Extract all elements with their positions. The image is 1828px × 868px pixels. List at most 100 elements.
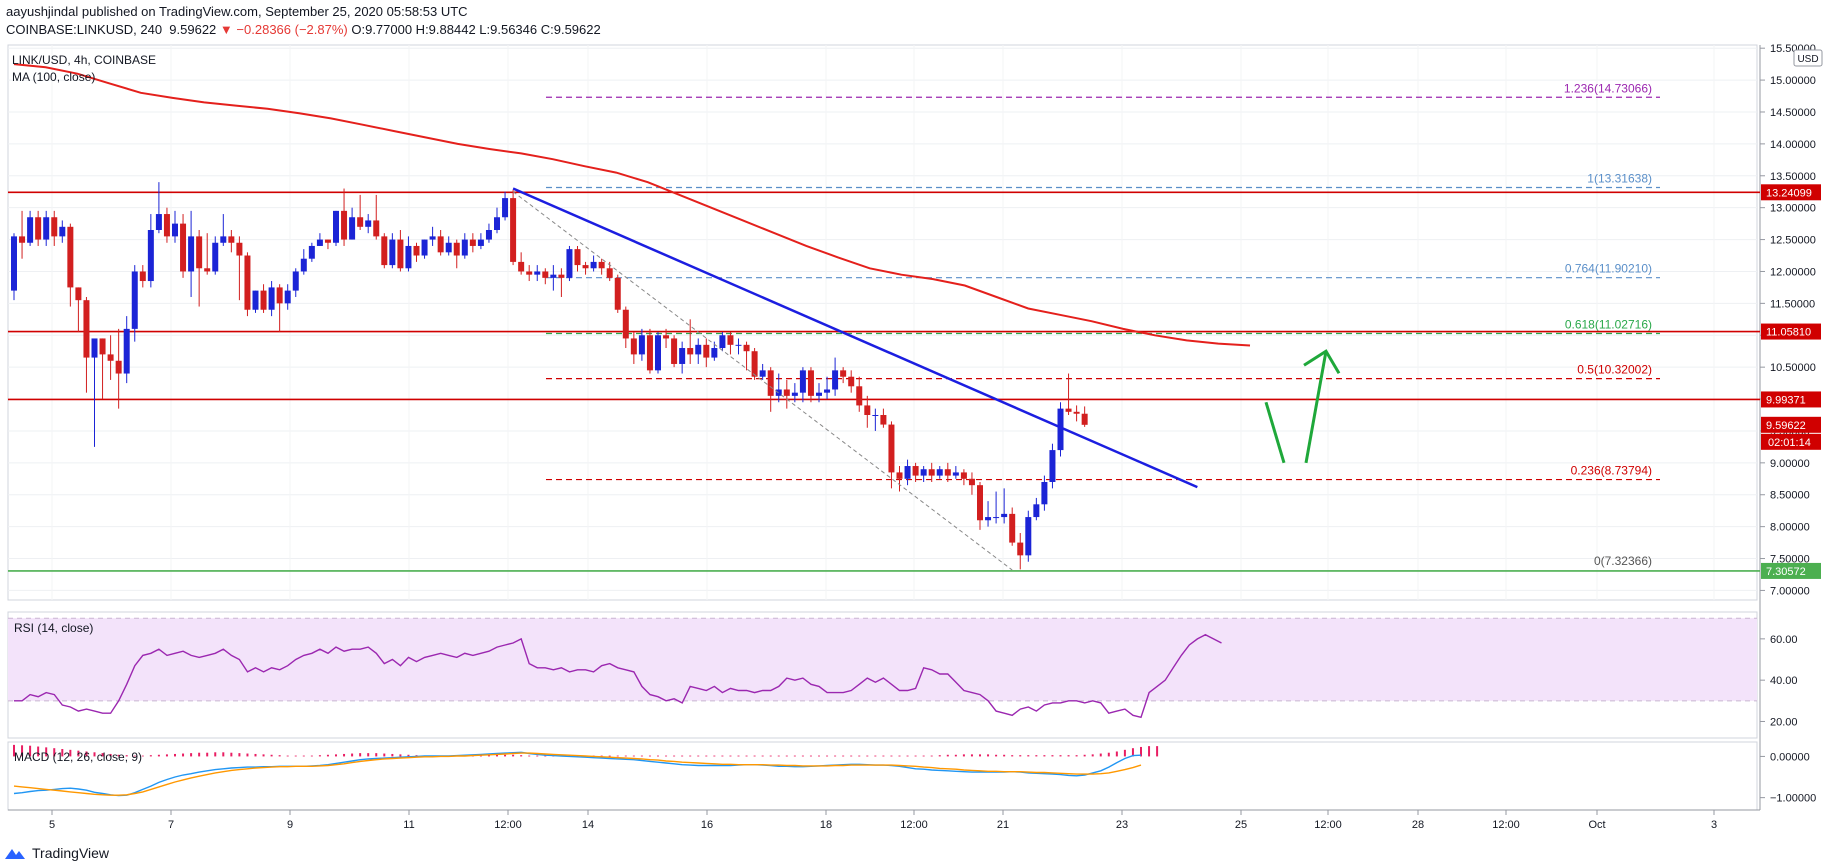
bearish-candle xyxy=(469,239,476,246)
bearish-trendline xyxy=(512,187,1198,489)
macd-line xyxy=(13,751,1142,797)
bearish-candle xyxy=(896,472,903,479)
price-tick-label: 13.00000 xyxy=(1770,203,1816,215)
price-tick-label: 10.50000 xyxy=(1770,362,1816,374)
bearish-candle xyxy=(783,389,790,396)
bearish-candle xyxy=(413,245,420,256)
time-tick-label: 12:00 xyxy=(1314,819,1342,831)
macd-tick-label: −1.00000 xyxy=(1770,793,1816,805)
bullish-candle xyxy=(985,517,992,521)
bullish-candle xyxy=(268,287,275,310)
bearish-candle xyxy=(1065,408,1072,412)
channel-dashed-line xyxy=(512,191,1013,571)
last-price-badge xyxy=(1761,416,1821,433)
bullish-candle xyxy=(172,223,178,237)
bearish-candle xyxy=(357,217,364,227)
bullish-candle xyxy=(832,370,839,390)
rsi-tick-label: 20.00 xyxy=(1770,716,1798,728)
bearish-candle xyxy=(968,478,975,486)
bearish-candle xyxy=(1081,413,1088,425)
bearish-candle xyxy=(373,220,380,237)
bearish-candle xyxy=(944,469,951,476)
bearish-candle xyxy=(727,335,734,345)
level-price-label: 13.24099 xyxy=(1766,187,1812,199)
bullish-candle xyxy=(405,245,412,269)
bullish-candle xyxy=(494,217,500,230)
grid-layer: 7.000007.500008.000008.500009.000009.500… xyxy=(7,43,1823,831)
bearish-candle xyxy=(381,236,388,266)
bullish-candle xyxy=(429,236,436,240)
bearish-candle xyxy=(574,249,581,266)
level-price-label: 9.99371 xyxy=(1766,394,1806,406)
bullish-candle xyxy=(333,210,339,243)
symbol-name: COINBASE:LINKUSD, 240 xyxy=(6,22,163,37)
bullish-candle xyxy=(11,236,17,291)
level-price-badge xyxy=(1761,391,1821,408)
bearish-candle xyxy=(614,277,621,310)
fib-level-label: 0.764(11.90210) xyxy=(1565,262,1652,276)
bullish-candle xyxy=(1025,517,1032,556)
time-tick-label: 23 xyxy=(1116,819,1128,831)
bearish-candle xyxy=(622,309,629,339)
bearish-candle xyxy=(848,376,855,387)
time-tick-label: 12:00 xyxy=(1492,819,1520,831)
bearish-candle xyxy=(630,338,637,355)
time-tick-label: 12:00 xyxy=(494,819,522,831)
bullish-candle xyxy=(993,517,1000,519)
time-tick-label: 5 xyxy=(49,819,55,831)
bullish-candle xyxy=(365,220,372,227)
countdown-badge xyxy=(1761,433,1821,450)
bearish-candle xyxy=(864,405,871,415)
publisher-line: aayushjindal published on TradingView.co… xyxy=(6,4,468,19)
trading-chart[interactable]: 7.000007.500008.000008.500009.000009.500… xyxy=(0,40,1828,840)
down-triangle-icon: ▼ xyxy=(219,22,233,37)
bearish-candle xyxy=(35,217,42,240)
bearish-candle xyxy=(341,210,348,240)
projection-arrow-up-leg xyxy=(1304,350,1328,464)
bearish-candle xyxy=(526,271,533,275)
bearish-candle xyxy=(99,338,106,355)
bullish-candle xyxy=(445,242,452,253)
bullish-candle xyxy=(220,236,227,243)
bearish-candle xyxy=(912,466,919,476)
tradingview-brand: TradingView xyxy=(32,845,110,861)
bullish-candle xyxy=(252,290,259,310)
price-tick-label: 14.50000 xyxy=(1770,107,1816,119)
bullish-candle xyxy=(131,271,138,329)
time-tick-label: 11 xyxy=(403,819,414,831)
bullish-candle xyxy=(1033,504,1040,518)
bearish-candle xyxy=(260,290,267,310)
bearish-candle xyxy=(236,242,243,256)
price-tick-label: 14.00000 xyxy=(1770,139,1816,151)
bearish-candle xyxy=(703,344,710,358)
bullish-candle xyxy=(316,239,323,246)
time-tick-label: 9 xyxy=(287,819,293,831)
bullish-candle xyxy=(952,472,959,476)
bearish-candle xyxy=(663,335,670,339)
bearish-candle xyxy=(276,287,283,304)
bearish-candle xyxy=(1073,411,1080,414)
bearish-candle xyxy=(1009,513,1016,543)
main-pane-title: LINK/USD, 4h, COINBASE xyxy=(12,53,156,67)
bearish-candle xyxy=(397,239,404,269)
time-tick-label: 16 xyxy=(701,819,713,831)
bullish-candle xyxy=(904,466,911,479)
bullish-candle xyxy=(695,344,702,355)
bullish-candle xyxy=(300,258,307,272)
rsi-tick-label: 40.00 xyxy=(1770,675,1798,687)
bearish-candle xyxy=(807,370,814,396)
rsi-tick-label: 60.00 xyxy=(1770,634,1798,646)
time-tick-label: 18 xyxy=(820,819,832,831)
bearish-candle xyxy=(51,217,58,237)
price-tick-label: 7.50000 xyxy=(1770,554,1810,566)
bullish-candle xyxy=(212,242,219,272)
macd-pane-frame xyxy=(7,741,1758,811)
bearish-candle xyxy=(1017,542,1024,556)
bullish-candle xyxy=(775,389,782,396)
bearish-candle xyxy=(751,351,758,377)
macd-signal-line xyxy=(13,752,1142,796)
bullish-candle xyxy=(461,239,468,256)
price-tick-label: 8.50000 xyxy=(1770,490,1810,502)
level-price-label: 11.05810 xyxy=(1766,327,1811,339)
bullish-candle xyxy=(655,335,661,371)
